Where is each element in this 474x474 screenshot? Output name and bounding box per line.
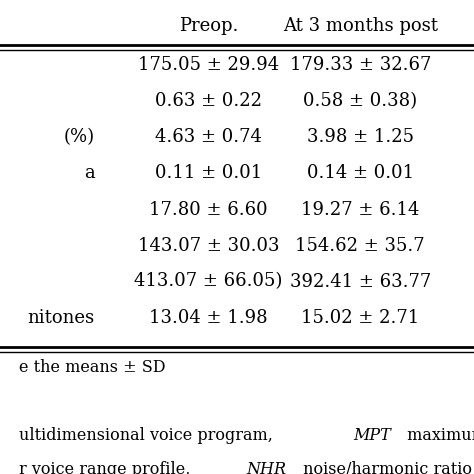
Text: MPT: MPT xyxy=(353,427,391,444)
Text: NHR: NHR xyxy=(246,461,287,474)
Text: noise/harmonic ratio: noise/harmonic ratio xyxy=(298,461,472,474)
Text: 19.27 ± 6.14: 19.27 ± 6.14 xyxy=(301,201,419,219)
Text: nitones: nitones xyxy=(27,309,95,327)
Text: maximum: maximum xyxy=(402,427,474,444)
Text: At 3 months post: At 3 months post xyxy=(283,17,438,35)
Text: 0.11 ± 0.01: 0.11 ± 0.01 xyxy=(155,164,262,182)
Text: 179.33 ± 32.67: 179.33 ± 32.67 xyxy=(290,56,431,74)
Text: 17.80 ± 6.60: 17.80 ± 6.60 xyxy=(149,201,268,219)
Text: r voice range profile,: r voice range profile, xyxy=(19,461,195,474)
Text: 0.63 ± 0.22: 0.63 ± 0.22 xyxy=(155,92,262,110)
Text: 154.62 ± 35.7: 154.62 ± 35.7 xyxy=(295,237,425,255)
Text: 15.02 ± 2.71: 15.02 ± 2.71 xyxy=(301,309,419,327)
Text: a: a xyxy=(84,164,95,182)
Text: 0.58 ± 0.38): 0.58 ± 0.38) xyxy=(303,92,417,110)
Text: 13.04 ± 1.98: 13.04 ± 1.98 xyxy=(149,309,268,327)
Text: 143.07 ± 30.03: 143.07 ± 30.03 xyxy=(138,237,279,255)
Text: 0.14 ± 0.01: 0.14 ± 0.01 xyxy=(307,164,414,182)
Text: 4.63 ± 0.74: 4.63 ± 0.74 xyxy=(155,128,262,146)
Text: ultidimensional voice program,: ultidimensional voice program, xyxy=(19,427,278,444)
Text: 413.07 ± 66.05): 413.07 ± 66.05) xyxy=(134,273,283,291)
Text: 175.05 ± 29.94: 175.05 ± 29.94 xyxy=(138,56,279,74)
Text: e the means ± SD: e the means ± SD xyxy=(19,359,165,376)
Text: (%): (%) xyxy=(64,128,95,146)
Text: 392.41 ± 63.77: 392.41 ± 63.77 xyxy=(290,273,431,291)
Text: 3.98 ± 1.25: 3.98 ± 1.25 xyxy=(307,128,414,146)
Text: Preop.: Preop. xyxy=(179,17,238,35)
